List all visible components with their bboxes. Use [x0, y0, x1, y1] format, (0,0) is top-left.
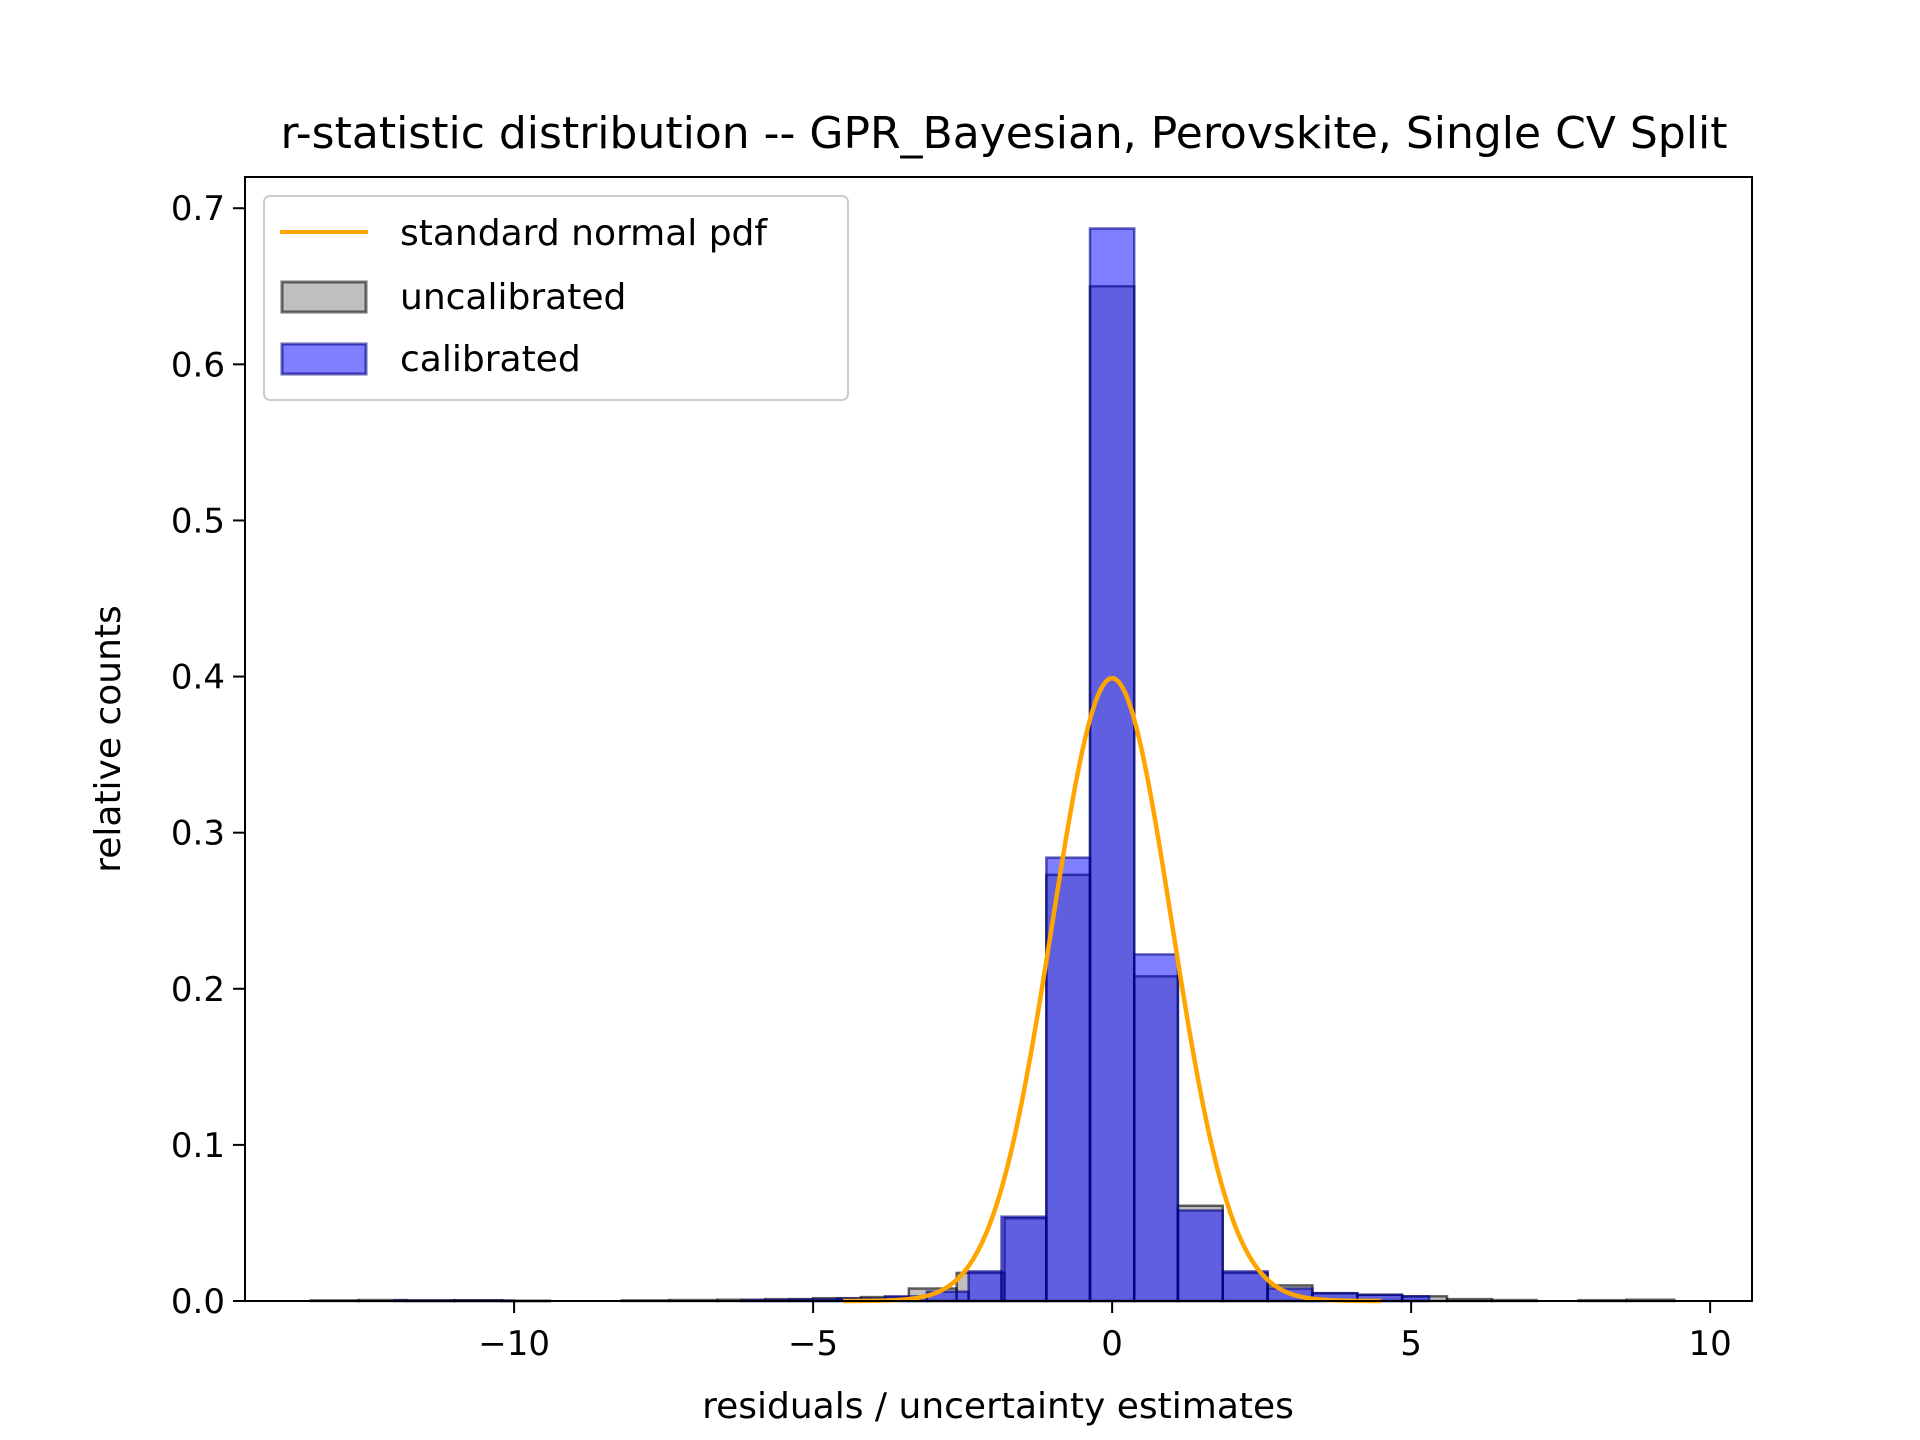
legend-label-pdf: standard normal pdf	[400, 213, 768, 254]
legend-label-calibrated: calibrated	[400, 339, 581, 380]
standard-normal-pdf-line	[843, 675, 1382, 1304]
x-axis-label: residuals / uncertainty estimates	[702, 1386, 1294, 1427]
plot-frame	[244, 176, 1753, 1302]
pdf-curve-layer	[843, 675, 1382, 1304]
calibrated-bar-7	[967, 1270, 1003, 1303]
calibrated-bar-13	[1221, 1270, 1269, 1303]
x-tick-label: 10	[1689, 1324, 1732, 1364]
calibrated-bar-11	[1132, 953, 1180, 1303]
legend-box	[263, 195, 849, 401]
calibrated-bar-9	[1045, 856, 1092, 1303]
y-tick-label: 0.5	[171, 501, 225, 541]
x-tick-label: 5	[1400, 1324, 1422, 1364]
y-tick-label: 0.1	[171, 1126, 225, 1166]
legend-label-uncalibrated: uncalibrated	[400, 277, 626, 318]
x-axis-ticks: −10 −5 0 5 10	[478, 1301, 1732, 1364]
chart-title: r-statistic distribution -- GPR_Bayesian…	[281, 108, 1728, 159]
y-tick-label: 0.0	[171, 1282, 225, 1322]
calibrated-bar-10	[1088, 227, 1136, 1303]
calibrated-bar-12	[1176, 1209, 1225, 1303]
y-axis-label: relative counts	[88, 605, 129, 873]
y-tick-label: 0.7	[171, 189, 225, 229]
y-tick-label: 0.6	[171, 345, 225, 385]
x-tick-label: −10	[478, 1324, 550, 1364]
calibrated-bar-8	[1000, 1215, 1048, 1303]
x-tick-label: −5	[788, 1324, 838, 1364]
legend: standard normal pdf uncalibrated calibra…	[263, 195, 849, 401]
y-tick-label: 0.4	[171, 658, 225, 698]
y-tick-label: 0.2	[171, 970, 225, 1010]
x-tick-label: 0	[1101, 1324, 1123, 1364]
y-axis-ticks: 0.0 0.1 0.2 0.3 0.4 0.5 0.6 0.7	[171, 189, 245, 1322]
y-tick-label: 0.3	[171, 814, 225, 854]
legend-swatch-calibrated	[280, 342, 368, 376]
calibrated-bars	[393, 227, 1431, 1303]
legend-swatch-uncalibrated	[280, 280, 368, 314]
